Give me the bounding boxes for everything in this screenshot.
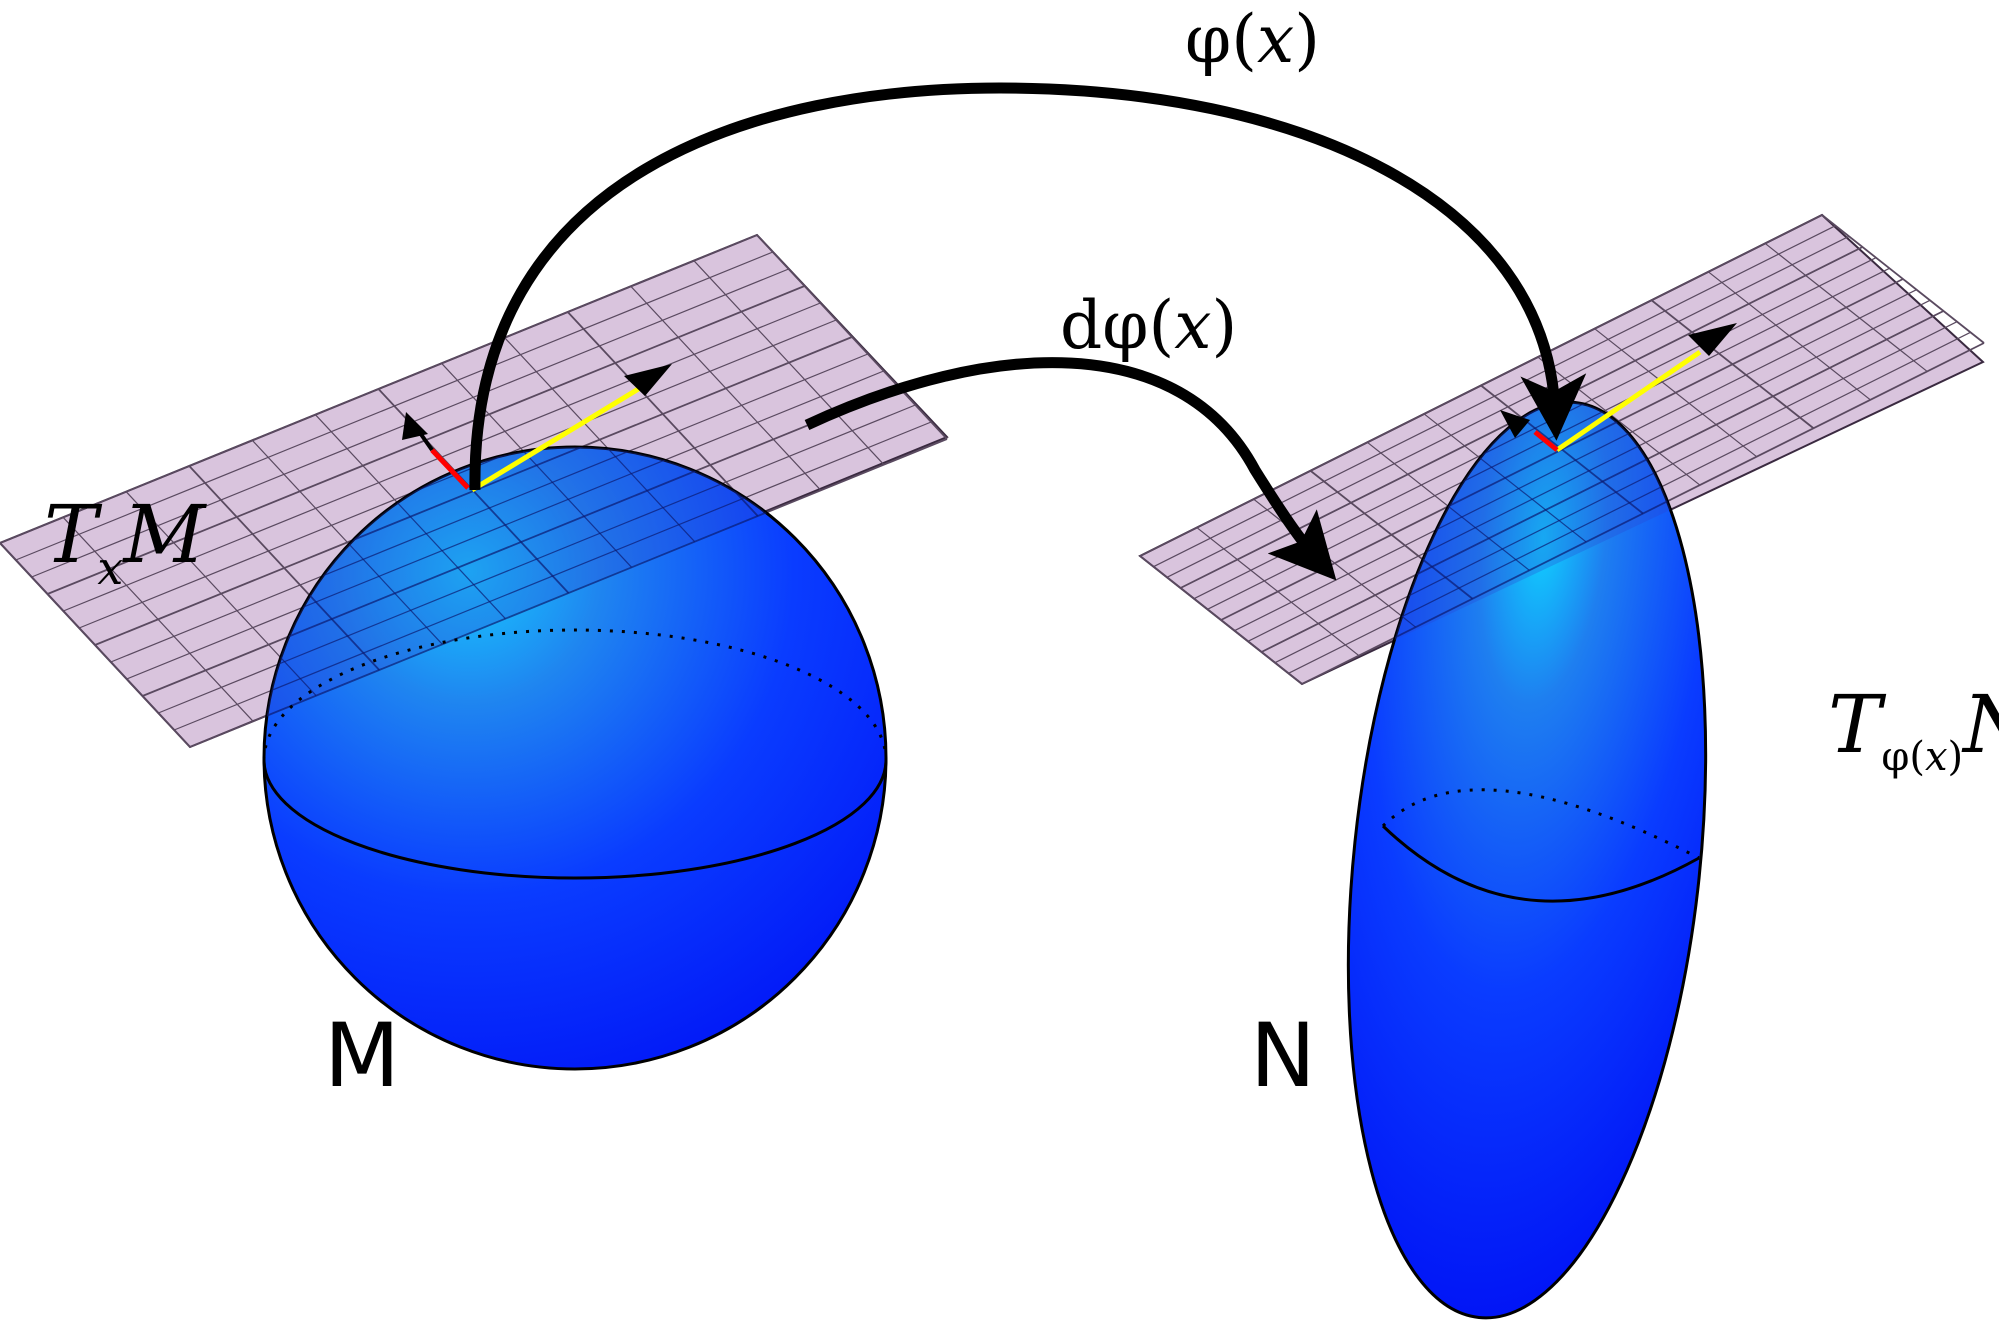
sphere-equator-back <box>262 628 888 761</box>
phi-map-arrow <box>469 82 1587 491</box>
label-manifold-m: M <box>324 1004 400 1107</box>
normal-vector-n-head <box>1500 410 1530 438</box>
grid-line <box>1306 384 1748 685</box>
grid-line <box>264 447 884 680</box>
grid-line <box>15 251 774 561</box>
label-tangent-space-n: Tφ(x)N <box>1828 678 1999 780</box>
label-tangent-space-m: TxM <box>44 488 207 595</box>
grid-line <box>264 447 869 663</box>
grid-line <box>1153 225 1836 568</box>
yellow-vector-m-head <box>624 364 672 396</box>
grid-line <box>1306 384 1748 674</box>
grid-line <box>1139 214 1823 557</box>
yellow-vector-m <box>470 385 642 493</box>
dphi-map-arrow <box>804 357 1337 581</box>
label-dphi-x: dφ(x) <box>1060 287 1237 364</box>
label-manifold-n: N <box>1250 1004 1316 1107</box>
ellipsoid-equator-front <box>1381 824 1700 903</box>
red-vector-m <box>430 448 470 490</box>
normal-vector-m-head <box>402 412 428 440</box>
tangent-vectors-m <box>402 364 672 493</box>
yellow-vector-n-head <box>1688 323 1737 356</box>
sphere-equator-front <box>262 759 888 880</box>
label-phi-x: φ(x) <box>1185 1 1320 78</box>
grid-line <box>0 234 758 544</box>
